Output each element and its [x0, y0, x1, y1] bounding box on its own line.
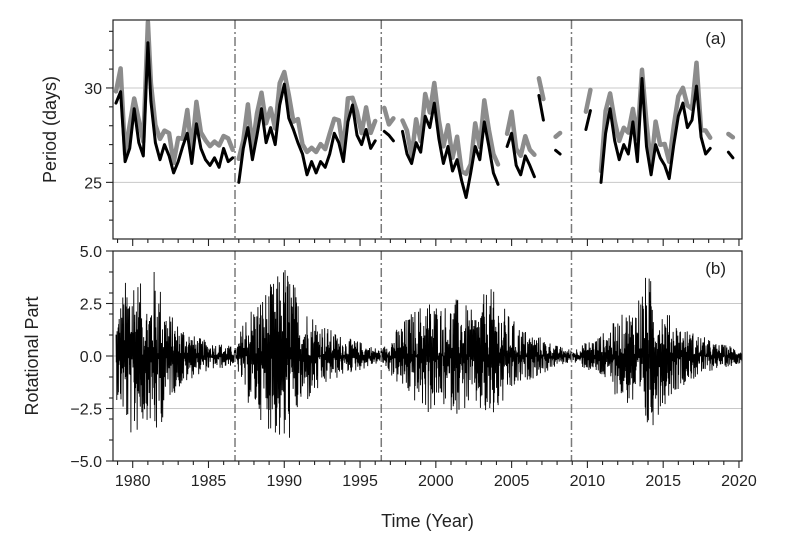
y-tick-label: 30: [84, 81, 102, 98]
upper-band-line: [553, 130, 563, 139]
period-line: [505, 131, 536, 179]
upper-band-line: [400, 80, 501, 177]
panel-b-ticks: 1980 1985 1990 1995 2000 2005 2010 2015 2020 −5.0…: [70, 244, 756, 490]
x-tick-label: 1990: [266, 473, 302, 490]
panel-b-xlabel: Time (Year): [381, 511, 474, 531]
y-tick-label: −5.0: [70, 454, 102, 471]
period-line: [382, 129, 395, 143]
panel-a-gridlines: [113, 87, 742, 183]
x-tick-label: 2015: [645, 473, 681, 490]
panel-a-label: (a): [705, 29, 726, 48]
panel-a-ylabel: Period (days): [40, 76, 60, 183]
panel-a-vlines: [234, 20, 573, 239]
upper-band-line: [726, 131, 736, 140]
x-tick-label: 2000: [418, 473, 454, 490]
panel-b-signal: [115, 270, 743, 438]
x-tick-label: 1985: [191, 473, 227, 490]
upper-band-line: [536, 76, 546, 102]
upper-band-line: [583, 87, 593, 114]
panel-b: 1980 1985 1990 1995 2000 2005 2010 2015 2020 −5.0…: [22, 244, 757, 531]
period-line: [554, 148, 562, 156]
upper-band-line: [382, 105, 396, 127]
upper-band-line: [236, 69, 378, 162]
x-tick-label: 2010: [570, 473, 606, 490]
panel-a-frame: [112, 19, 743, 240]
panel-b-ylabel: Rotational Part: [22, 296, 42, 415]
y-tick-label: 5.0: [80, 244, 102, 261]
y-tick-label: −2.5: [70, 402, 102, 419]
x-tick-label: 2020: [721, 473, 757, 490]
panel-a-series: [114, 41, 735, 199]
upper-band-line: [504, 109, 537, 159]
period-line: [401, 101, 500, 199]
y-tick-label: 0.0: [80, 349, 102, 366]
period-line: [584, 109, 592, 131]
panel-a: 25 30 (a) Period (days): [40, 19, 743, 246]
upper-band-line: [113, 19, 235, 166]
period-line: [114, 41, 235, 175]
x-tick-label: 2005: [494, 473, 530, 490]
period-line: [726, 150, 735, 160]
x-tick-label: 1995: [342, 473, 378, 490]
period-line: [537, 94, 545, 122]
y-tick-label: 2.5: [80, 297, 102, 314]
x-tick-label: 1980: [115, 473, 151, 490]
period-line: [599, 77, 712, 184]
panel-a-ticks: 25 30: [84, 30, 740, 246]
rotational-signal: [115, 270, 743, 438]
period-line: [237, 82, 377, 184]
panel-b-vlines: [234, 251, 573, 461]
y-tick-label: 25: [84, 175, 102, 192]
panel-b-label: (b): [705, 259, 726, 278]
